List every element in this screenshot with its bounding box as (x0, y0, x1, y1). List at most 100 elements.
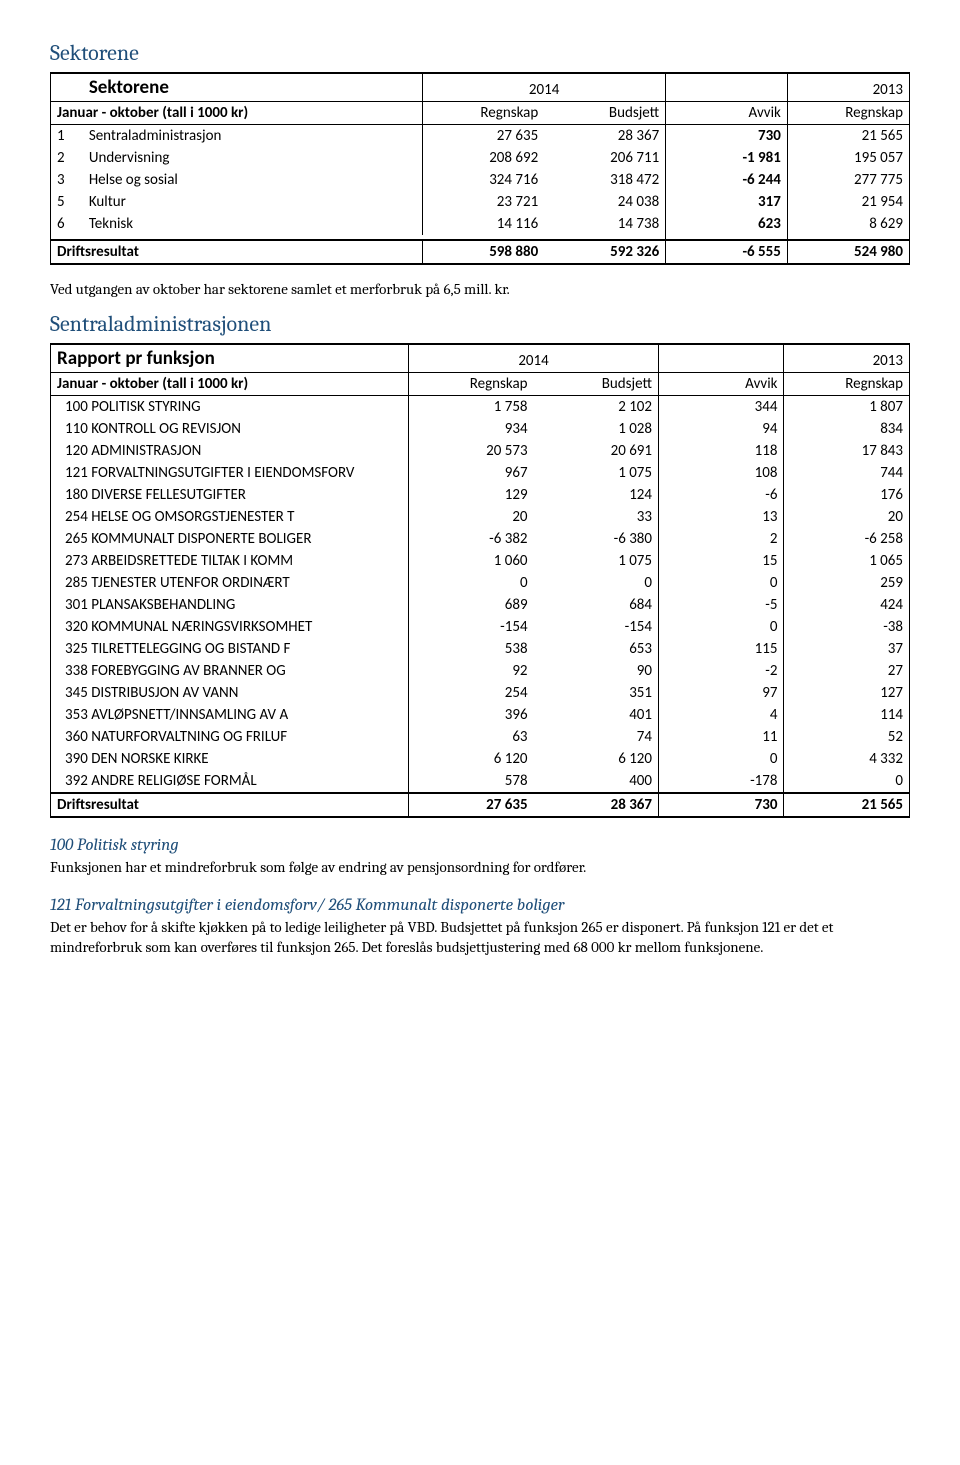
year-prev: 2013 (787, 73, 909, 102)
row-regnskap-prev: 8 629 (787, 213, 909, 235)
row-budsjett: 2 102 (534, 396, 659, 419)
row-regnskap-prev: 744 (784, 462, 910, 484)
sub100-heading: 100 Politisk styring (50, 836, 910, 855)
row-avvik: 317 (666, 191, 788, 213)
row-budsjett: 401 (534, 704, 659, 726)
row-regnskap: 20 (409, 506, 534, 528)
row-avvik: -178 (659, 770, 784, 793)
drift-label: Driftsresultat (51, 793, 409, 817)
subheader-label: Januar - oktober (tall i 1000 kr) (51, 373, 409, 396)
col-regnskap: Regnskap (409, 373, 534, 396)
row-avvik: 118 (659, 440, 784, 462)
row-num: 2 (51, 147, 83, 169)
row-regnskap-prev: 4 332 (784, 748, 910, 770)
row-avvik: -6 (659, 484, 784, 506)
row-label: Undervisning (83, 147, 423, 169)
row-num: 3 (51, 169, 83, 191)
row-budsjett: 684 (534, 594, 659, 616)
sub100-body: Funksjonen har et mindreforbruk som følg… (50, 857, 910, 877)
row-avvik: -5 (659, 594, 784, 616)
row-regnskap-prev: 37 (784, 638, 910, 660)
col-avvik: Avvik (659, 373, 784, 396)
col-regnskap: Regnskap (423, 102, 545, 125)
row-label: Helse og sosial (83, 169, 423, 191)
row-label: 353 AVLØPSNETT/INNSAMLING AV A (51, 704, 409, 726)
row-num: 5 (51, 191, 83, 213)
row-avvik: 344 (659, 396, 784, 419)
row-regnskap: -154 (409, 616, 534, 638)
row-label: 320 KOMMUNAL NÆRINGSVIRKSOMHET (51, 616, 409, 638)
row-regnskap: 20 573 (409, 440, 534, 462)
row-budsjett: 318 472 (544, 169, 665, 191)
heading-sektorene: Sektorene (50, 40, 910, 66)
row-regnskap: 1 060 (409, 550, 534, 572)
row-regnskap: 208 692 (423, 147, 545, 169)
row-budsjett: 1 075 (534, 462, 659, 484)
row-label: 301 PLANSAKSBEHANDLING (51, 594, 409, 616)
row-regnskap: 6 120 (409, 748, 534, 770)
row-regnskap-prev: 1 065 (784, 550, 910, 572)
row-budsjett: 6 120 (534, 748, 659, 770)
row-label: Sentraladministrasjon (83, 125, 423, 148)
subheader-label: Januar - oktober (tall i 1000 kr) (51, 102, 423, 125)
row-budsjett: -154 (534, 616, 659, 638)
col-regnskap-prev: Regnskap (784, 373, 910, 396)
sektorene-table: Sektorene 2014 2013 Januar - oktober (ta… (50, 72, 910, 265)
row-avvik: -1 981 (666, 147, 788, 169)
row-budsjett: 90 (534, 660, 659, 682)
drift-a: 730 (659, 793, 784, 817)
row-avvik: 13 (659, 506, 784, 528)
row-regnskap: 14 116 (423, 213, 545, 235)
heading-sentral: Sentraladministrasjonen (50, 311, 910, 337)
row-regnskap: 129 (409, 484, 534, 506)
row-avvik: 623 (666, 213, 788, 235)
row-budsjett: 28 367 (544, 125, 665, 148)
col-budsjett: Budsjett (544, 102, 665, 125)
row-regnskap: 27 635 (423, 125, 545, 148)
row-budsjett: 20 691 (534, 440, 659, 462)
row-regnskap-prev: -38 (784, 616, 910, 638)
row-budsjett: 14 738 (544, 213, 665, 235)
row-num: 1 (51, 125, 83, 148)
row-avvik: -2 (659, 660, 784, 682)
drift-rp: 21 565 (784, 793, 910, 817)
col-regnskap-prev: Regnskap (787, 102, 909, 125)
row-label: 345 DISTRIBUSJON AV VANN (51, 682, 409, 704)
row-regnskap: 92 (409, 660, 534, 682)
row-label: 121 FORVALTNINGSUTGIFTER I EIENDOMSFORV (51, 462, 409, 484)
row-budsjett: 653 (534, 638, 659, 660)
sektorene-body: Ved utgangen av oktober har sektorene sa… (50, 279, 910, 299)
row-avvik: 115 (659, 638, 784, 660)
row-regnskap-prev: 27 (784, 660, 910, 682)
row-avvik: 11 (659, 726, 784, 748)
row-avvik: 4 (659, 704, 784, 726)
row-budsjett: 74 (534, 726, 659, 748)
row-regnskap-prev: 114 (784, 704, 910, 726)
row-regnskap-prev: 21 954 (787, 191, 909, 213)
funksjon-table: Rapport pr funksjon 2014 2013 Januar - o… (50, 343, 910, 818)
row-label: 100 POLITISK STYRING (51, 396, 409, 419)
row-regnskap: -6 382 (409, 528, 534, 550)
row-regnskap: 396 (409, 704, 534, 726)
row-regnskap: 578 (409, 770, 534, 793)
row-regnskap: 63 (409, 726, 534, 748)
row-label: Teknisk (83, 213, 423, 235)
row-regnskap-prev: 21 565 (787, 125, 909, 148)
row-regnskap-prev: 259 (784, 572, 910, 594)
row-regnskap: 538 (409, 638, 534, 660)
row-regnskap: 324 716 (423, 169, 545, 191)
row-label: 392 ANDRE RELIGIØSE FORMÅL (51, 770, 409, 793)
sub121-heading: 121 Forvaltningsutgifter i eiendomsforv/… (50, 896, 910, 915)
row-avvik: 97 (659, 682, 784, 704)
funksjon-title: Rapport pr funksjon (51, 344, 409, 373)
drift-b: 592 326 (544, 240, 665, 264)
row-regnskap: 967 (409, 462, 534, 484)
row-regnskap: 23 721 (423, 191, 545, 213)
row-label: 390 DEN NORSKE KIRKE (51, 748, 409, 770)
drift-b: 28 367 (534, 793, 659, 817)
row-avvik: -6 244 (666, 169, 788, 191)
row-regnskap: 254 (409, 682, 534, 704)
row-regnskap: 934 (409, 418, 534, 440)
row-regnskap-prev: 277 775 (787, 169, 909, 191)
row-label: 285 TJENESTER UTENFOR ORDINÆRT (51, 572, 409, 594)
